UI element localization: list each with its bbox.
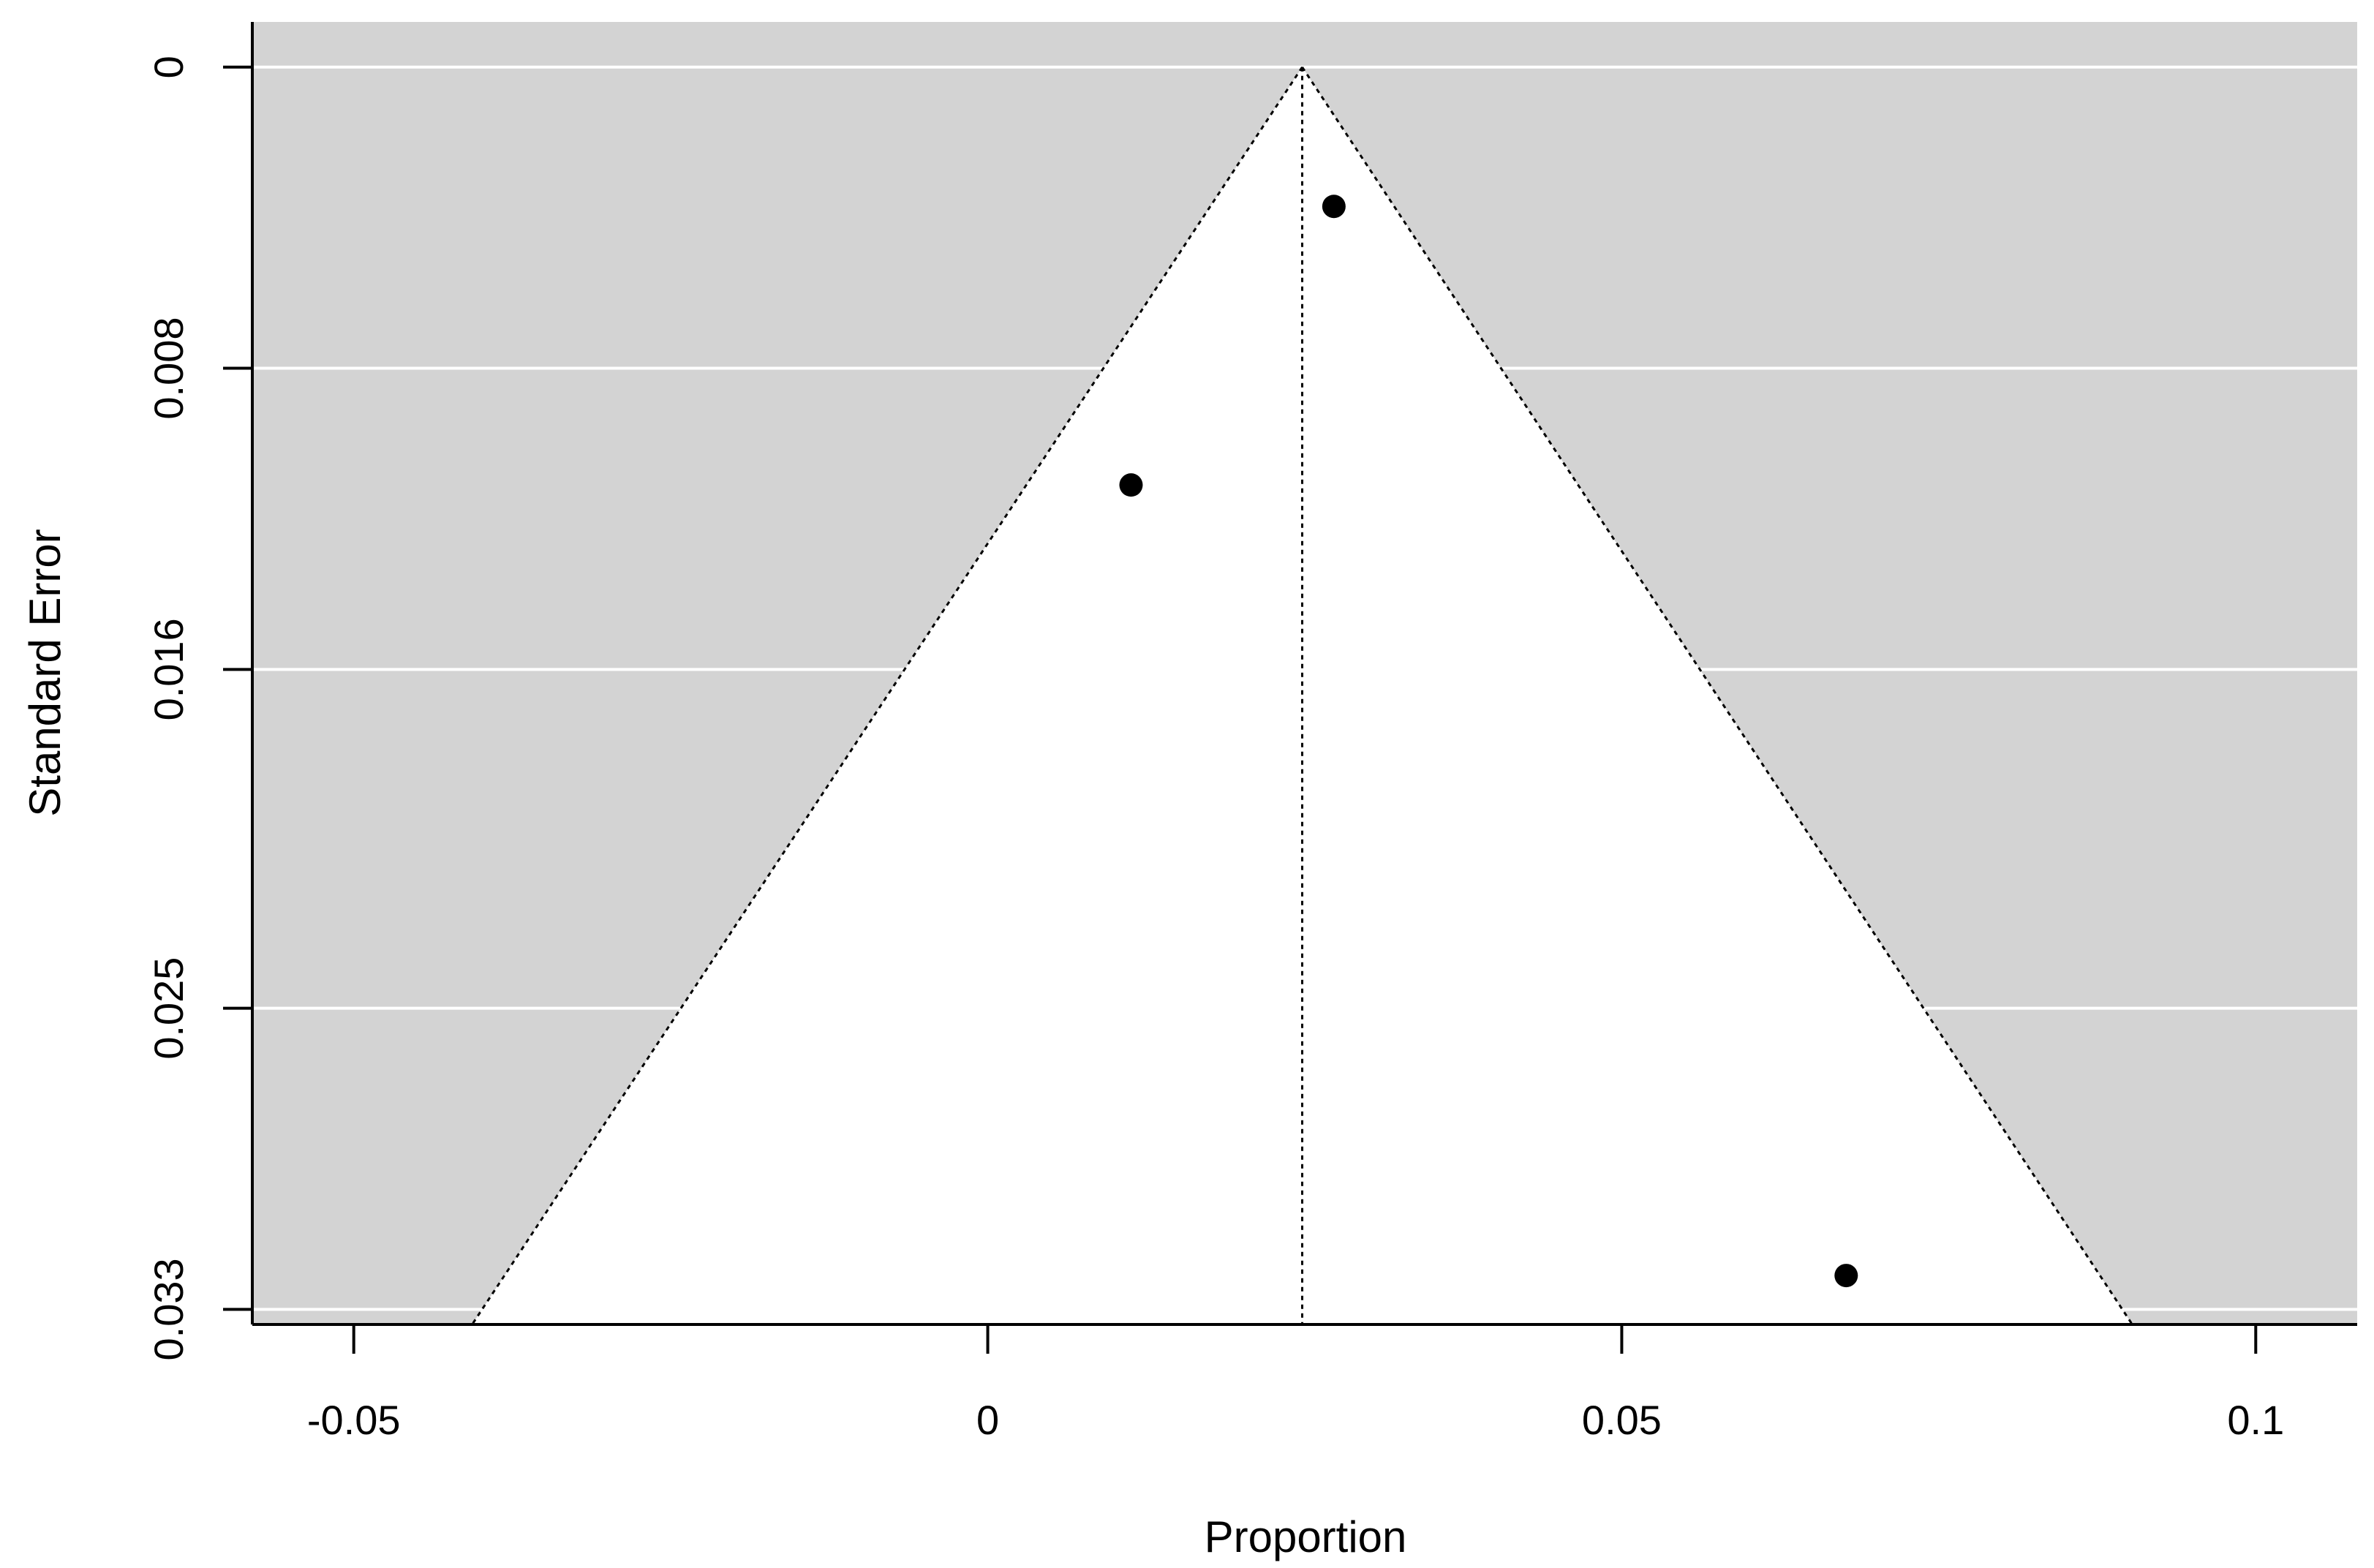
- y-tick-label: 0.016: [146, 618, 192, 720]
- x-tick-label: 0: [976, 1397, 999, 1443]
- x-axis-title: Proportion: [1205, 1512, 1407, 1561]
- data-point: [1834, 1264, 1858, 1288]
- y-tick-label: 0.033: [146, 1258, 192, 1360]
- y-tick-label: 0: [146, 56, 192, 78]
- data-points: [1119, 195, 1858, 1288]
- funnel-region: [472, 67, 2133, 1324]
- funnel-edge: [1301, 66, 2133, 1324]
- funnel-edges: [471, 66, 2133, 1324]
- y-tick-label: 0.025: [146, 957, 192, 1060]
- y-tick-label: 0.008: [146, 317, 192, 419]
- x-tick-label: 0.1: [2227, 1397, 2284, 1443]
- funnel-edge: [471, 66, 1303, 1324]
- x-axis-ticks: -0.05 0 0.05 0.1: [307, 1324, 2284, 1443]
- x-tick-label: -0.05: [307, 1397, 401, 1443]
- data-point: [1119, 473, 1143, 497]
- y-axis-title: Standard Error: [20, 529, 69, 817]
- data-point: [1322, 195, 1346, 219]
- axes: [251, 22, 2357, 1326]
- y-axis-ticks: 0 0.008 0.016 0.025 0.033: [146, 56, 252, 1360]
- x-tick-label: 0.05: [1582, 1397, 1662, 1443]
